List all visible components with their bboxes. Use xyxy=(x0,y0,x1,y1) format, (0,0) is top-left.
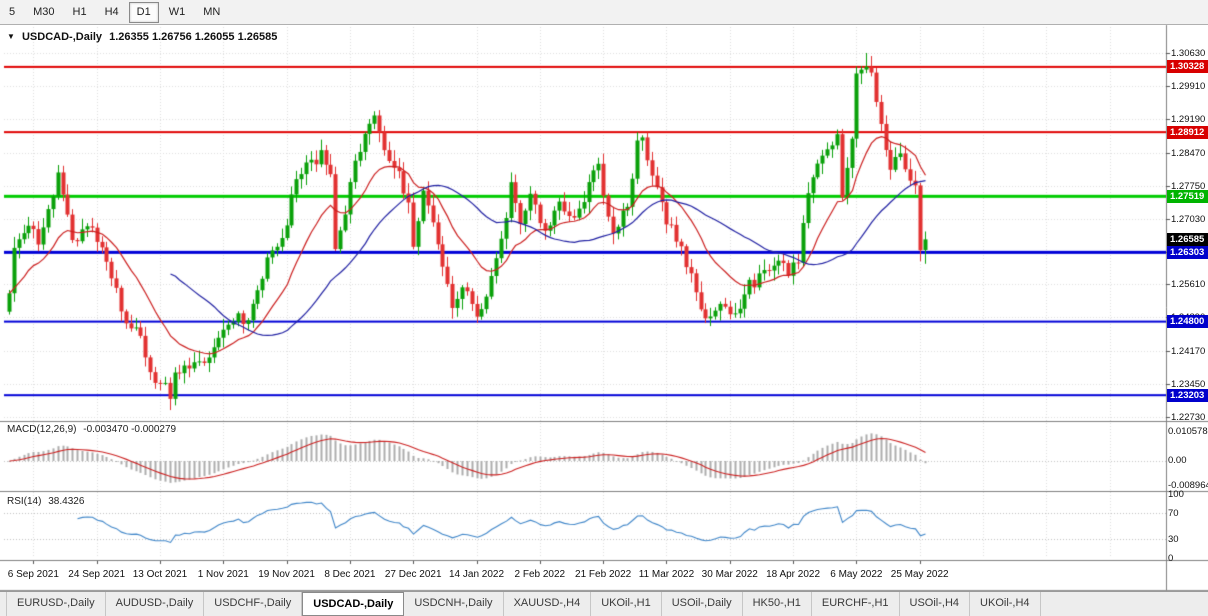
chart-title: ▼ USDCAD-,Daily 1.26355 1.26756 1.26055 … xyxy=(7,31,277,43)
date-axis-label: 11 Mar 2022 xyxy=(638,569,695,580)
price-level-badge: 1.24800 xyxy=(1167,315,1208,329)
price-level-badge: 1.23203 xyxy=(1167,388,1208,402)
chart-tab-usdchf-daily[interactable]: USDCHF-,Daily xyxy=(204,592,303,616)
indicator-axis-label: 0 xyxy=(1168,553,1174,564)
timeframe-button-h1[interactable]: H1 xyxy=(72,5,87,18)
timeframe-button-5[interactable]: 5 xyxy=(9,5,16,18)
chart-tab-usoil-h4[interactable]: USOil-,H4 xyxy=(900,592,971,616)
chart-tab-audusd-daily[interactable]: AUDUSD-,Daily xyxy=(106,592,205,616)
macd-params-label: MACD(12,26,9) xyxy=(7,424,77,435)
date-axis-label: 24 Sep 2021 xyxy=(68,569,126,580)
price-axis-label: 1.30630 xyxy=(1171,47,1206,59)
price-axis-label: 1.22730 xyxy=(1171,411,1206,423)
price-level-badge: 1.26585 xyxy=(1167,232,1208,246)
price-axis-label: 1.29190 xyxy=(1171,114,1206,126)
macd-current-values: -0.003470 -0.000279 xyxy=(83,424,177,435)
date-axis-label: 30 Mar 2022 xyxy=(701,569,758,580)
date-axis-label: 8 Dec 2021 xyxy=(324,569,376,580)
price-axis-label: 1.24170 xyxy=(1171,345,1206,357)
date-axis-label: 27 Dec 2021 xyxy=(384,569,442,580)
indicator-axis-label: -0.008964 xyxy=(1168,480,1208,491)
price-axis-label: 1.27030 xyxy=(1171,213,1206,225)
price-level-badge: 1.28912 xyxy=(1167,125,1208,139)
indicator-axis-label: 100 xyxy=(1168,489,1184,500)
chart-tab-ukoil-h4[interactable]: UKOil-,H4 xyxy=(970,592,1041,616)
date-axis-label: 25 May 2022 xyxy=(890,569,949,580)
chart-tab-xauusd-h4[interactable]: XAUUSD-,H4 xyxy=(504,592,592,616)
chart-tab-usoil-daily[interactable]: USOil-,Daily xyxy=(662,592,743,616)
rsi-period-label: RSI(14) xyxy=(7,496,42,507)
date-axis-label: 19 Nov 2021 xyxy=(258,569,315,580)
price-axis-label: 1.29910 xyxy=(1171,81,1206,93)
chart-tab-hk50-h1[interactable]: HK50-,H1 xyxy=(743,592,812,616)
chart-symbol-label: USDCAD-,Daily xyxy=(21,31,103,43)
date-axis-label: 6 May 2022 xyxy=(830,569,883,580)
price-axis-label: 1.25610 xyxy=(1171,279,1206,291)
indicator-axis-label: 30 xyxy=(1168,533,1179,545)
date-axis-label: 6 Sep 2021 xyxy=(7,569,59,580)
timeframe-button-d1[interactable]: D1 xyxy=(128,1,159,23)
chart-tab-bar: EURUSD-,Daily AUDUSD-,Daily USDCHF-,Daily U… xyxy=(0,591,1208,616)
indicator-axis-label: 0.010578 xyxy=(1168,426,1208,437)
price-level-badge: 1.27519 xyxy=(1167,189,1208,203)
date-axis-label: 21 Feb 2022 xyxy=(575,569,632,580)
price-axis-label: 1.28470 xyxy=(1171,147,1206,159)
date-axis-label: 13 Oct 2021 xyxy=(132,569,188,580)
price-axis-label: 1.27750 xyxy=(1171,180,1206,192)
chart-tab-usdcnh-daily[interactable]: USDCNH-,Daily xyxy=(404,592,504,616)
timeframe-toolbar: 5 M30 H1 H4 D1 W1 MN xyxy=(0,0,1208,25)
price-level-badge: 1.30328 xyxy=(1167,60,1208,74)
date-axis-label: 14 Jan 2022 xyxy=(448,569,505,580)
timeframe-button-mn[interactable]: MN xyxy=(203,5,221,18)
timeframe-button-w1[interactable]: W1 xyxy=(168,5,186,18)
chart-tab-eurusd-daily[interactable]: EURUSD-,Daily xyxy=(6,592,106,616)
indicator-axis-label: 0.00 xyxy=(1168,455,1187,466)
macd-indicator-label: MACD(12,26,9) -0.003470 -0.000279 xyxy=(7,424,176,435)
rsi-indicator-label: RSI(14) 38.4326 xyxy=(7,496,84,507)
date-axis-label: 1 Nov 2021 xyxy=(197,569,249,580)
chart-tab-usdcad-daily[interactable]: USDCAD-,Daily xyxy=(302,592,405,616)
chart-tab-eurchf-h1[interactable]: EURCHF-,H1 xyxy=(812,592,900,616)
rsi-current-value: 38.4326 xyxy=(48,496,85,507)
price-level-badge: 1.26303 xyxy=(1167,245,1208,259)
indicator-axis-label: 70 xyxy=(1168,508,1179,520)
chart-ohlc-values: 1.26355 1.26756 1.26055 1.26585 xyxy=(109,31,278,43)
symbol-marker-icon: ▼ xyxy=(7,32,15,41)
chart-tab-ukoil-h1[interactable]: UKOil-,H1 xyxy=(591,592,662,616)
timeframe-button-h4[interactable]: H4 xyxy=(104,5,119,18)
date-axis-label: 2 Feb 2022 xyxy=(514,569,566,580)
date-axis-label: 18 Apr 2022 xyxy=(766,569,821,580)
timeframe-button-m30[interactable]: M30 xyxy=(33,5,55,18)
price-axis-label: 1.23450 xyxy=(1171,378,1206,390)
